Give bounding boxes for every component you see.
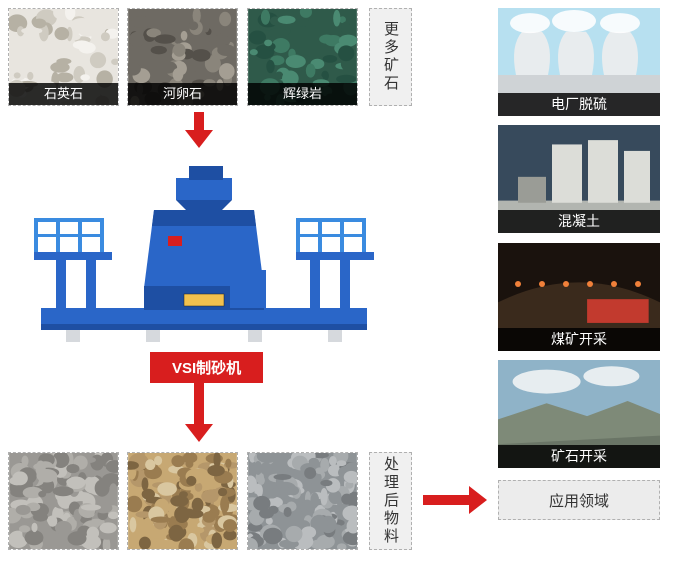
more-ore-label: 更多矿石 bbox=[380, 21, 401, 93]
application-cell: 电厂脱硫 bbox=[498, 8, 660, 116]
application-domain-box: 应用领域 bbox=[498, 480, 660, 520]
input-material-cell: 辉绿岩 bbox=[247, 8, 358, 106]
output-material-cell bbox=[8, 452, 119, 550]
application-label: 煤矿开采 bbox=[498, 328, 660, 351]
input-material-label: 辉绿岩 bbox=[248, 83, 357, 105]
application-label: 电厂脱硫 bbox=[498, 93, 660, 116]
more-ore-box: 更多矿石 bbox=[369, 8, 412, 106]
output-material-cell bbox=[127, 452, 238, 550]
processed-material-box: 处理后物料 bbox=[369, 452, 412, 550]
application-cell: 混凝土 bbox=[498, 125, 660, 233]
input-material-label: 石英石 bbox=[9, 83, 118, 105]
machine-name-label: VSI制砂机 bbox=[150, 352, 263, 383]
vsi-machine-image bbox=[26, 158, 382, 343]
application-cell: 矿石开采 bbox=[498, 360, 660, 468]
input-material-cell: 河卵石 bbox=[127, 8, 238, 106]
application-label: 混凝土 bbox=[498, 210, 660, 233]
output-material-cell bbox=[247, 452, 358, 550]
application-cell: 煤矿开采 bbox=[498, 243, 660, 351]
processed-material-label: 处理后物料 bbox=[380, 456, 401, 546]
input-material-cell: 石英石 bbox=[8, 8, 119, 106]
application-label: 矿石开采 bbox=[498, 445, 660, 468]
input-material-label: 河卵石 bbox=[128, 83, 237, 105]
